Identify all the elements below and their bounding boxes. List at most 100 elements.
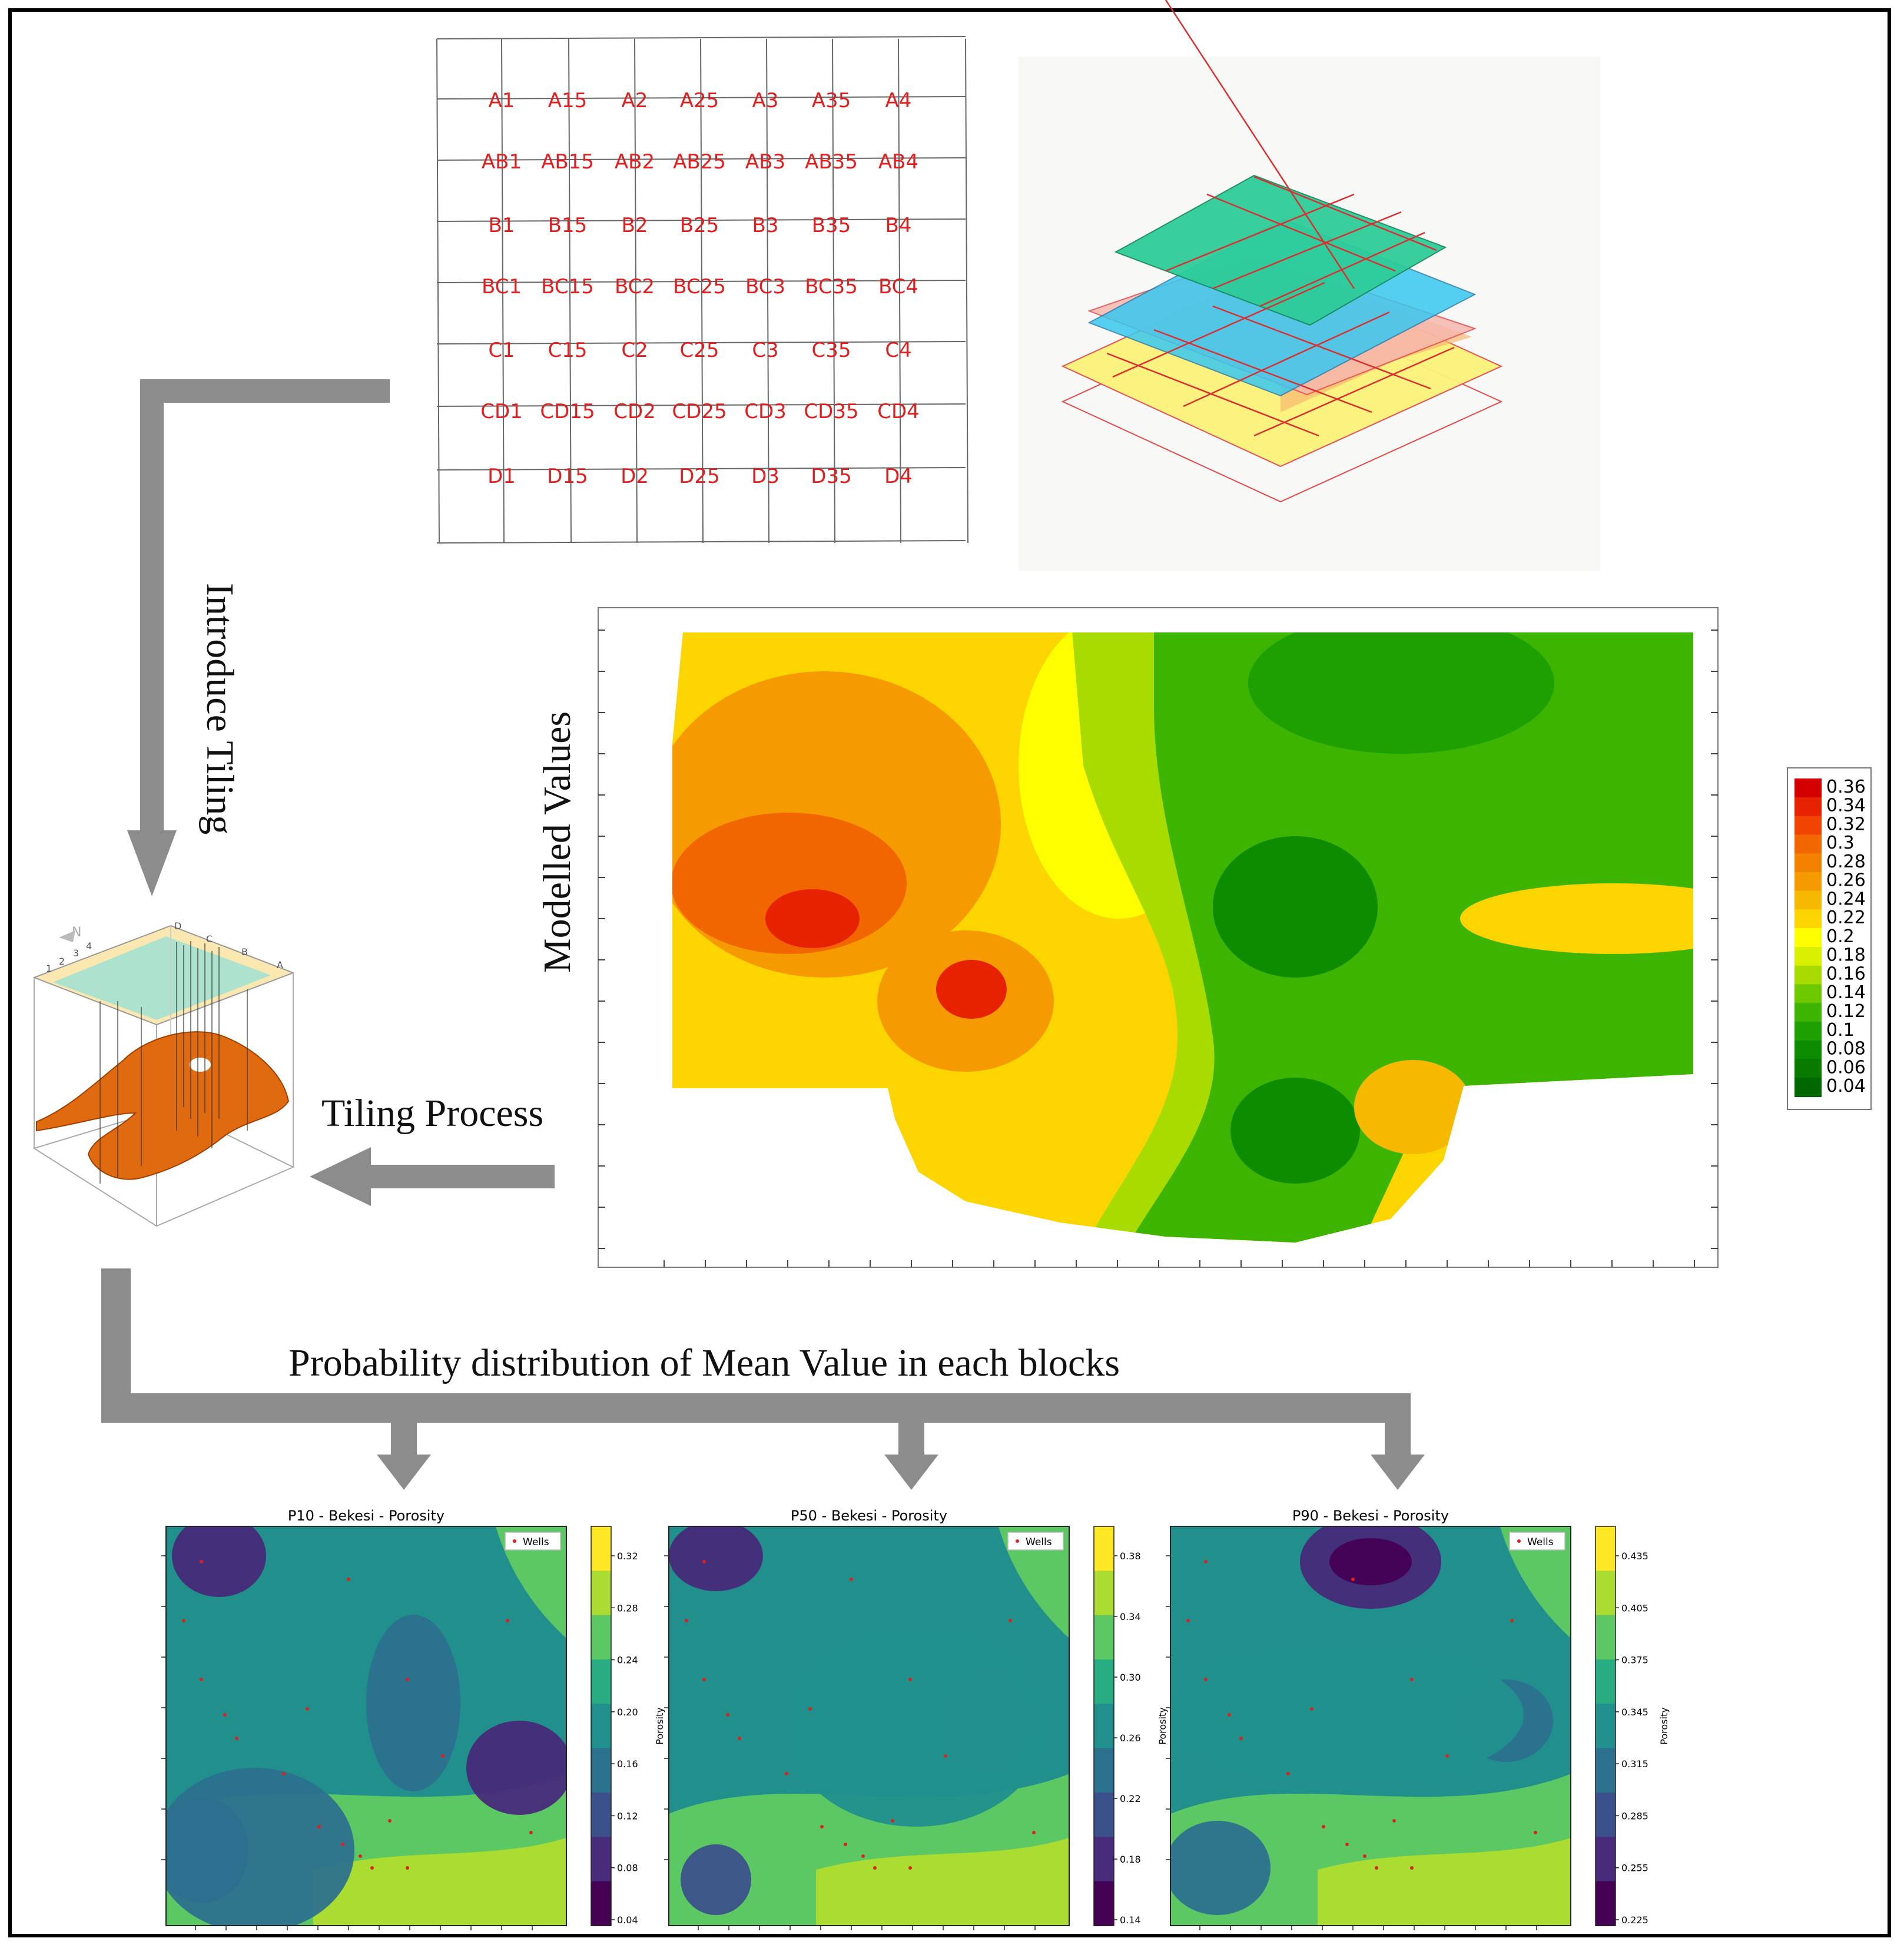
well-marker	[702, 1678, 706, 1681]
well-marker	[406, 1678, 409, 1681]
well-marker	[347, 1578, 350, 1581]
well-marker	[529, 1831, 533, 1834]
cube-north-label: N	[72, 925, 81, 940]
well-marker	[908, 1678, 912, 1681]
tile-label: BC1	[482, 275, 522, 299]
legend-swatch	[1794, 946, 1822, 966]
legend-swatch	[1794, 778, 1822, 798]
well-marker	[850, 1578, 853, 1581]
legend-value: 0.14	[1826, 982, 1866, 1003]
well-marker	[1204, 1560, 1208, 1563]
modelled-values-map	[598, 607, 1719, 1268]
well-marker	[1286, 1772, 1290, 1775]
tile-label: BC3	[745, 275, 785, 299]
well-marker	[306, 1707, 309, 1711]
colorbar-label: Porosity	[1658, 1707, 1670, 1744]
well-marker	[1322, 1825, 1325, 1828]
well-marker	[1445, 1754, 1449, 1758]
cube-axis-label: 1	[46, 963, 52, 974]
legend-value: 0.04	[1826, 1076, 1866, 1096]
well-marker	[726, 1713, 729, 1717]
tile-label: B15	[548, 214, 588, 237]
porosity-panel-p90: P90 - Bekesi - Porosity Wells 0.435 0.405 0.…	[1166, 1508, 1670, 1930]
tile-label: BC2	[615, 275, 655, 299]
well-marker	[685, 1619, 688, 1622]
tile-label: B2	[622, 214, 648, 237]
well-marker	[282, 1772, 286, 1775]
color-legend: 0.360.340.320.30.280.260.240.220.20.180.…	[1787, 767, 1872, 1110]
panel-title: P50 - Bekesi - Porosity	[791, 1508, 947, 1524]
colorbar-tick: 0.14	[1120, 1914, 1141, 1926]
cube-axis-label: D	[174, 920, 181, 932]
cube-axis-label: 3	[73, 948, 79, 959]
tile-label: CD1	[480, 400, 523, 423]
well-marker	[844, 1843, 847, 1846]
colorbar-tick: 0.16	[617, 1758, 638, 1770]
well-marker	[873, 1866, 877, 1870]
well-marker	[359, 1854, 362, 1858]
legend-swatch	[1794, 984, 1822, 1004]
well-marker	[1534, 1831, 1537, 1834]
well-marker	[223, 1713, 227, 1717]
well-marker	[1186, 1619, 1190, 1622]
colorbar-tick: 0.345	[1621, 1707, 1648, 1718]
well-marker	[820, 1825, 824, 1828]
tile-label: A35	[812, 89, 851, 112]
tile-label: AB25	[673, 150, 726, 174]
tiling-process-arrow	[310, 1147, 555, 1206]
tile-label: C15	[548, 339, 587, 362]
legend-swatch	[1794, 1078, 1822, 1097]
well-marker	[1009, 1619, 1012, 1622]
colorbar-tick: 0.28	[617, 1602, 638, 1614]
legend-value: 0.08	[1826, 1039, 1866, 1059]
well-marker	[1239, 1737, 1243, 1740]
tile-label: C1	[488, 339, 515, 362]
colorbar-tick: 0.32	[617, 1551, 638, 1562]
tile-label: CD2	[613, 400, 656, 423]
well-marker	[908, 1866, 912, 1870]
legend-value: 0.24	[1826, 889, 1866, 909]
tile-label: C3	[752, 339, 778, 362]
tile-label: CD35	[804, 400, 858, 423]
colorbar-tick: 0.04	[617, 1914, 638, 1926]
well-marker	[861, 1854, 865, 1858]
well-marker	[1351, 1578, 1355, 1581]
colorbar-tick: 0.34	[1120, 1611, 1141, 1622]
tile-label: A3	[752, 89, 779, 112]
well-marker	[441, 1754, 445, 1758]
tile-label: BC15	[541, 275, 594, 299]
well-marker	[370, 1866, 374, 1870]
tile-label: CD4	[877, 400, 920, 423]
cube-axis-label: A	[277, 959, 283, 970]
tile-label: BC25	[673, 275, 726, 299]
tile-label: D1	[487, 465, 516, 488]
tile-label: B35	[812, 214, 851, 237]
colorbar-tick: 0.18	[1120, 1854, 1141, 1865]
colorbar-tick: 0.375	[1621, 1655, 1648, 1666]
legend-value: 0.12	[1826, 1001, 1866, 1022]
colorbar-tick: 0.38	[1120, 1551, 1141, 1562]
colorbar-tick: 0.30	[1120, 1672, 1141, 1683]
colorbar-label: Porosity	[1157, 1707, 1168, 1744]
well-marker	[388, 1819, 392, 1823]
tile-label: BC35	[805, 275, 858, 299]
legend-value: 0.22	[1826, 907, 1866, 928]
tile-label: A15	[548, 89, 588, 112]
tile-label: D15	[547, 465, 588, 488]
porosity-panel-p10: P10 - Bekesi - Porosity Wells 0.32 0.28 0.24…	[161, 1508, 665, 1930]
well-marker	[1032, 1831, 1036, 1834]
well-marker	[785, 1772, 788, 1775]
colorbar-tick: 0.12	[617, 1810, 638, 1821]
colorbar-tick: 0.22	[1120, 1793, 1141, 1804]
well-marker	[235, 1737, 238, 1740]
probability-branch-arrow	[101, 1268, 1425, 1490]
legend-value: 0.3	[1826, 833, 1855, 853]
tiling-process-label: Tiling Process	[321, 1092, 543, 1135]
well-marker	[1410, 1866, 1414, 1870]
well-marker	[1510, 1619, 1514, 1622]
colorbar-tick: 0.26	[1120, 1732, 1141, 1744]
tile-label: AB2	[615, 150, 655, 174]
legend-value: 0.32	[1826, 814, 1866, 834]
well-marker	[341, 1843, 344, 1846]
